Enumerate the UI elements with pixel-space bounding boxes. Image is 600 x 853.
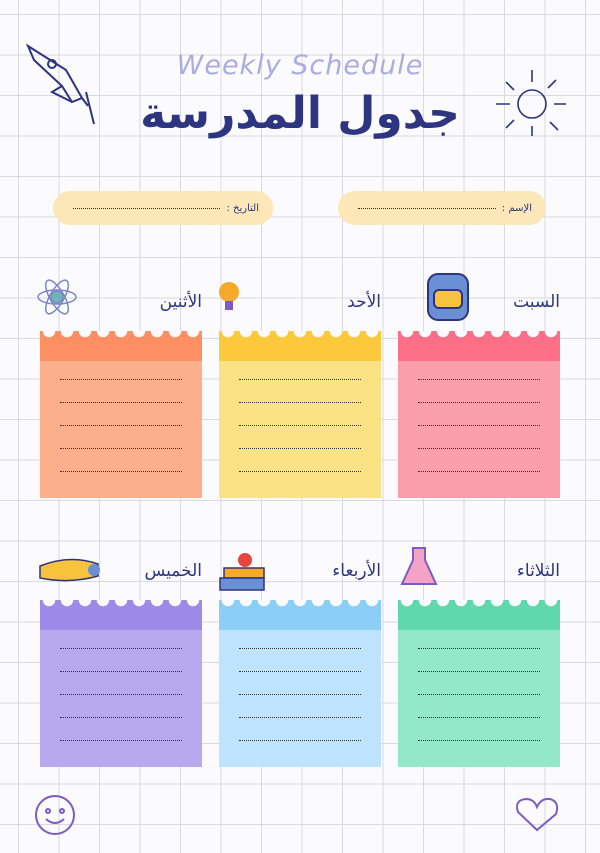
write-line: [60, 471, 182, 472]
write-line: [418, 471, 540, 472]
card-body: [219, 630, 381, 767]
card-body: [398, 630, 560, 767]
flask-icon: [400, 547, 438, 585]
card-body: [398, 361, 560, 498]
title: جدول المدرسة: [140, 88, 460, 139]
books-icon: [219, 553, 265, 591]
name-label: الإسم :: [501, 202, 532, 214]
write-line: [60, 648, 182, 649]
name-line: [358, 207, 496, 209]
write-line: [418, 648, 540, 649]
day-label: الثلاثاء: [516, 561, 560, 581]
card-edge: [398, 600, 560, 608]
day-label: الأحد: [347, 292, 381, 312]
date-label: التاريخ :: [226, 202, 259, 214]
write-line: [239, 717, 361, 718]
write-line: [239, 402, 361, 403]
card-body: [219, 361, 381, 498]
day-card: [398, 331, 560, 498]
write-line: [239, 425, 361, 426]
pencil-case-icon: [39, 558, 100, 582]
write-line: [418, 402, 540, 403]
card-edge: [398, 331, 560, 339]
card-edge: [40, 600, 202, 608]
card-body: [40, 361, 202, 498]
write-line: [418, 425, 540, 426]
day-label: السبت: [513, 292, 560, 312]
write-line: [60, 379, 182, 380]
backpack-icon: [427, 273, 469, 321]
name-field[interactable]: الإسم :: [338, 191, 546, 225]
bulb-icon: [219, 282, 239, 310]
write-line: [239, 740, 361, 741]
write-line: [60, 717, 182, 718]
write-line: [418, 671, 540, 672]
date-field[interactable]: التاريخ :: [53, 191, 273, 225]
day-card: [40, 600, 202, 767]
write-line: [418, 694, 540, 695]
write-line: [239, 379, 361, 380]
card-edge: [219, 331, 381, 339]
write-line: [418, 448, 540, 449]
write-line: [418, 740, 540, 741]
write-line: [60, 425, 182, 426]
rocket-icon: [25, 43, 95, 125]
card-edge: [40, 331, 202, 339]
card-edge: [219, 600, 381, 608]
write-line: [418, 379, 540, 380]
day-card: [219, 600, 381, 767]
day-card: [40, 331, 202, 498]
write-line: [239, 671, 361, 672]
subtitle: Weekly Schedule: [176, 50, 424, 81]
write-line: [60, 448, 182, 449]
day-card: [398, 600, 560, 767]
day-label: الخميس: [144, 561, 202, 581]
write-line: [60, 694, 182, 695]
write-line: [60, 740, 182, 741]
date-line: [73, 207, 221, 209]
smiley-icon: [35, 795, 75, 835]
day-card: [219, 331, 381, 498]
write-line: [239, 471, 361, 472]
atom-icon: [37, 279, 77, 315]
write-line: [239, 648, 361, 649]
write-line: [418, 717, 540, 718]
write-line: [60, 671, 182, 672]
write-line: [239, 694, 361, 695]
write-line: [239, 448, 361, 449]
day-label: الأربعاء: [332, 561, 381, 581]
heart-icon: [516, 797, 559, 832]
day-label: الأثنين: [159, 292, 202, 312]
sun-icon: [496, 70, 566, 136]
write-line: [60, 402, 182, 403]
card-body: [40, 630, 202, 767]
